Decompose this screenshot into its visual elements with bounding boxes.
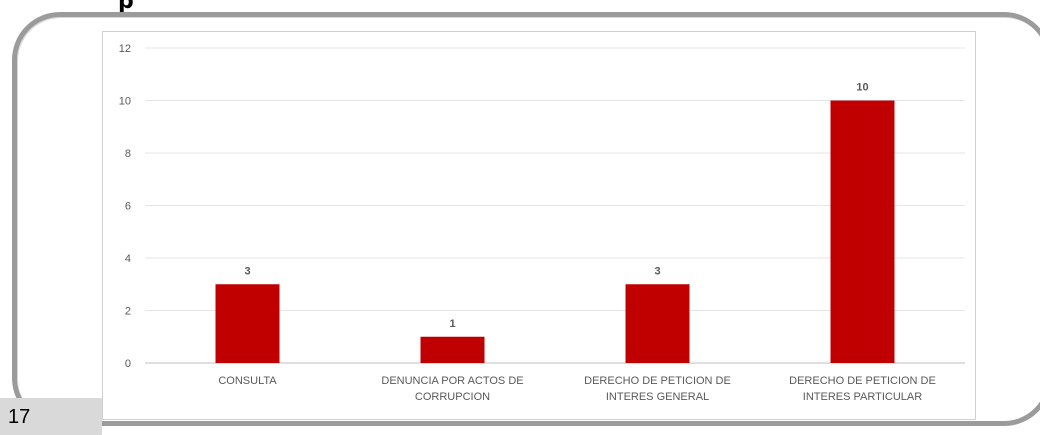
x-tick-label: DERECHO DE PETICION DE	[584, 375, 731, 387]
y-tick-label: 12	[119, 43, 131, 55]
bar	[420, 336, 485, 363]
bar-chart: 0 2 4 6 8 10 12 3 CONSULTA 1 DENUNCIA POR ACTOS DE…	[119, 43, 965, 403]
data-label: 3	[244, 265, 250, 277]
x-tick-label: INTERES GENERAL	[606, 391, 709, 403]
y-tick-label: 8	[125, 148, 131, 160]
y-tick-label: 0	[125, 358, 131, 370]
heading-fragment: p	[118, 0, 134, 14]
page-number-box: 17	[0, 398, 102, 435]
bar	[215, 284, 280, 363]
y-tick-label: 4	[125, 253, 131, 265]
page-number: 17	[8, 406, 31, 428]
chart-area: 0 2 4 6 8 10 12 3 CONSULTA 1 DENUNCIA POR ACTOS DE…	[102, 31, 976, 420]
bar	[625, 284, 690, 363]
bar	[830, 100, 895, 363]
data-label: 10	[856, 82, 868, 94]
y-tick-label: 10	[119, 96, 131, 108]
y-tick-label: 2	[125, 306, 131, 318]
x-tick-label: DENUNCIA POR ACTOS DE	[381, 375, 523, 387]
x-tick-label: CORRUPCION	[415, 391, 490, 403]
data-label: 1	[449, 318, 455, 330]
rounded-frame	[12, 12, 1040, 426]
data-label: 3	[654, 265, 660, 277]
x-tick-label: DERECHO DE PETICION DE	[789, 375, 936, 387]
x-tick-label: CONSULTA	[218, 375, 277, 387]
x-tick-label: INTERES PARTICULAR	[803, 391, 922, 403]
y-tick-label: 6	[125, 201, 131, 213]
